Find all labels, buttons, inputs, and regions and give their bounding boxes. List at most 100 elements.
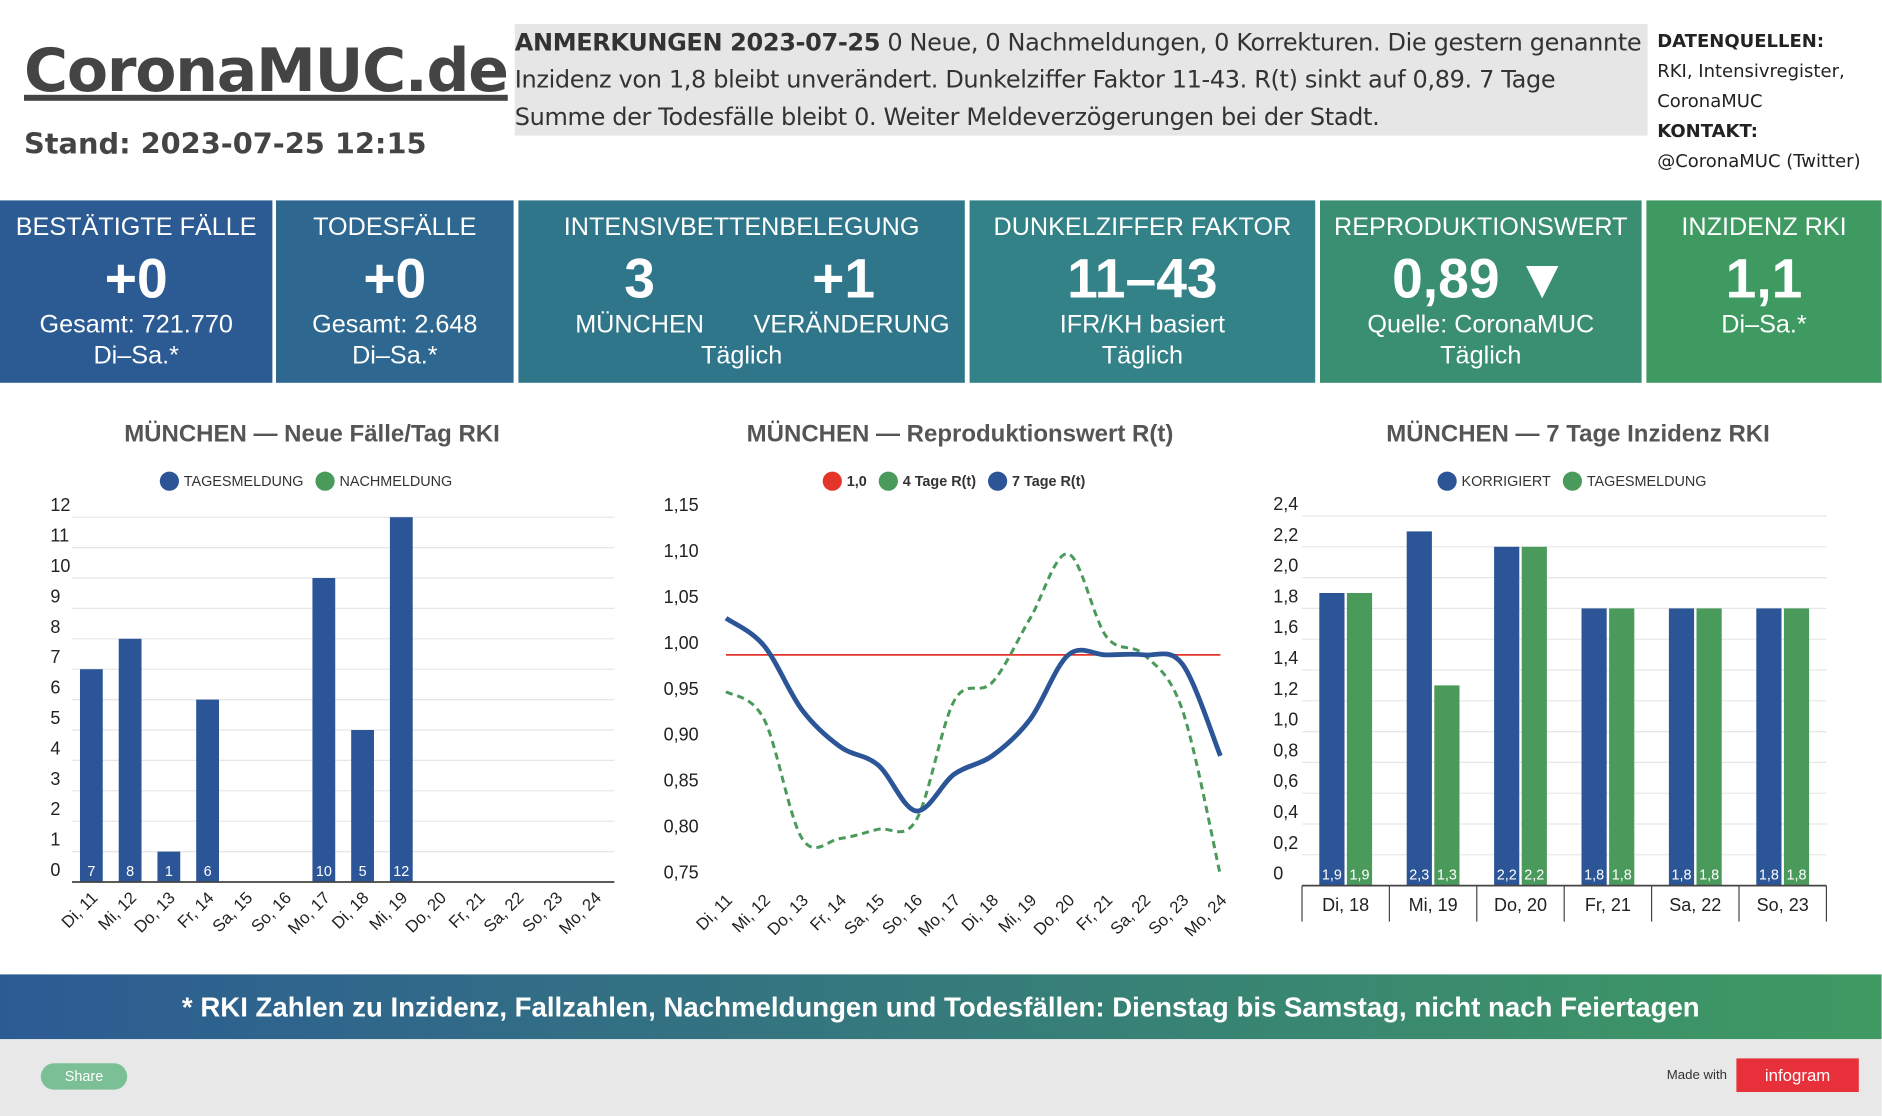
legend-label: TAGESMELDUNG (184, 474, 304, 490)
y-tick-label: 6 (50, 678, 60, 698)
tile-label: VERÄNDERUNG (753, 310, 950, 339)
bar (1581, 608, 1607, 886)
tile-title: BESTÄTIGTE FÄLLE (15, 213, 257, 242)
value-label: 1,3 (1437, 868, 1457, 884)
bar (1434, 685, 1460, 886)
site-title[interactable]: CoronaMUC.de (24, 36, 509, 106)
y-tick-label: 4 (50, 738, 60, 758)
tile-value: 1,1 (1725, 247, 1803, 310)
legend-marker (822, 471, 842, 491)
bottom-bar (0, 1039, 1882, 1116)
tile-title: DUNKELZIFFER FAKTOR (993, 213, 1292, 242)
value-label: 10 (316, 864, 332, 880)
brand-logo[interactable]: infogram (1736, 1058, 1859, 1092)
legend-marker (1437, 471, 1457, 491)
tile-label: MÜNCHEN (575, 310, 704, 339)
kpi-tile: TODESFÄLLE +0 Gesamt: 2.648 Di–Sa.* (276, 200, 514, 383)
bar (312, 578, 336, 883)
notes-text: 0 Neue, 0 Nachmeldungen, 0 Korrekturen. … (514, 27, 1642, 131)
tile-pairs: 3 MÜNCHEN +1 VERÄNDERUNG (518, 242, 964, 340)
bar (1319, 593, 1345, 886)
value-label: 1,9 (1349, 868, 1369, 884)
y-tick-label: 0,85 (664, 771, 699, 791)
notes-label: ANMERKUNGEN 2023-07-25 (514, 27, 881, 57)
y-tick-label: 9 (50, 586, 60, 606)
value-label: 1,8 (1699, 868, 1719, 884)
tile-title: INTENSIVBETTENBELEGUNG (563, 213, 920, 242)
bar (351, 730, 374, 883)
y-tick-label: 1,10 (664, 541, 699, 561)
tile-line: Di–Sa.* (352, 342, 438, 370)
bar (1756, 608, 1782, 886)
y-tick-label: 0,80 (664, 817, 699, 837)
x-tick-label: Mi, 19 (1409, 895, 1458, 915)
tile-value: 0,89 ▼ (1392, 247, 1570, 310)
line-series (725, 552, 1222, 876)
y-tick-label: 1,2 (1273, 679, 1298, 699)
x-tick-label: Do, 13 (130, 888, 178, 936)
made-with: Made with (1666, 1068, 1727, 1083)
y-tick-label: 0,6 (1273, 771, 1298, 791)
tile-line: Täglich (1101, 342, 1184, 370)
y-tick-label: 0,95 (664, 679, 699, 699)
value-label: 2,2 (1524, 868, 1544, 884)
notes: ANMERKUNGEN 2023-07-25 0 Neue, 0 Nachmel… (514, 24, 1648, 136)
bar (79, 669, 103, 883)
legend-marker (1562, 471, 1583, 491)
bar (389, 517, 413, 883)
y-tick-label: 0 (1273, 864, 1283, 884)
y-tick-label: 2,2 (1273, 525, 1298, 545)
legend-marker (159, 471, 179, 491)
y-tick-label: 1,05 (664, 587, 699, 607)
timestamp: Stand: 2023-07-25 12:15 (24, 127, 427, 161)
value-label: 1,8 (1786, 868, 1806, 884)
y-tick-label: 1 (50, 830, 60, 850)
y-tick-label: 1,15 (664, 495, 699, 515)
x-tick-label: Di, 18 (958, 891, 1002, 935)
tile-line: Täglich (1440, 342, 1522, 370)
kpi-tile: REPRODUKTIONSWERT 0,89 ▼ Quelle: CoronaMUC… (1320, 200, 1642, 383)
bar (1783, 608, 1810, 886)
value-label: 1 (165, 864, 173, 880)
tile-line: Quelle: CoronaMUC (1367, 310, 1595, 339)
tile-line: Di–Sa.* (93, 342, 179, 370)
legend-label: KORRIGIERT (1462, 474, 1551, 490)
x-tick-label: Mo, 24 (555, 888, 605, 938)
footer-banner: * RKI Zahlen zu Inzidenz, Fallzahlen, Na… (0, 974, 1882, 1040)
x-tick-label: So, 23 (1757, 895, 1809, 915)
x-tick-label: Do, 20 (1030, 891, 1078, 939)
tile-value: 3 (624, 247, 655, 310)
y-tick-label: 1,8 (1273, 586, 1298, 606)
tile-title: TODESFÄLLE (313, 213, 477, 242)
kpi-tile: INTENSIVBETTENBELEGUNG 3 MÜNCHEN +1 VERÄNDER… (518, 200, 965, 383)
y-tick-label: 2,0 (1273, 556, 1298, 576)
y-tick-label: 8 (50, 617, 60, 637)
share-button[interactable]: Share (40, 1063, 128, 1090)
x-tick-label: Sa, 22 (1669, 895, 1721, 915)
x-tick-label: Mo, 17 (914, 891, 964, 941)
bar (1668, 608, 1695, 886)
chart-title: MÜNCHEN — Neue Fälle/Tag RKI (124, 421, 500, 448)
x-tick-label: Sa, 22 (1107, 891, 1155, 939)
y-tick-label: 2 (50, 799, 60, 819)
x-tick-label: Do, 20 (402, 888, 450, 936)
y-tick-label: 0,4 (1273, 802, 1298, 822)
y-tick-label: 5 (50, 708, 60, 728)
tile-pair: +1 VERÄNDERUNG (753, 242, 950, 340)
value-label: 12 (393, 864, 409, 880)
x-tick-label: Di, 18 (328, 888, 372, 932)
x-tick-label: Do, 13 (764, 891, 812, 939)
x-tick-label: Di, 18 (1322, 895, 1369, 915)
value-label: 7 (87, 864, 95, 880)
y-tick-label: 3 (50, 769, 60, 789)
bar (1346, 593, 1373, 886)
x-tick-label: Di, 11 (692, 891, 736, 935)
x-tick-label: Sa, 15 (840, 891, 888, 939)
value-label: 1,9 (1322, 868, 1342, 884)
legend-label: NACHMELDUNG (339, 474, 452, 490)
tile-value: +0 (363, 247, 427, 310)
y-tick-label: 11 (50, 526, 69, 546)
bar (1609, 608, 1635, 886)
tile-line: Täglich (700, 342, 783, 370)
